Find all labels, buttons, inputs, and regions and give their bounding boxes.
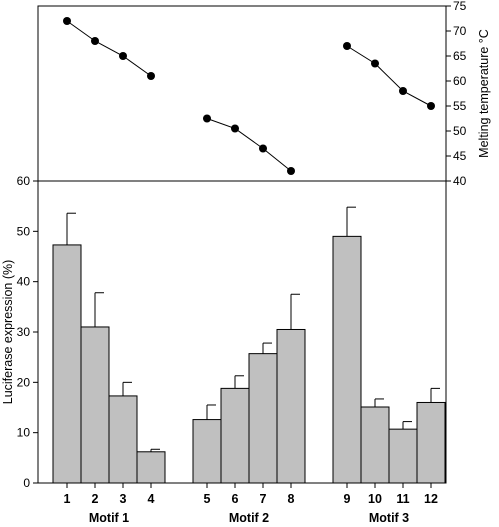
left-y-tick-label: 20 xyxy=(17,375,31,389)
x-category-label: 5 xyxy=(204,492,211,506)
left-y-tick-label: 10 xyxy=(17,426,31,440)
left-y-tick-label: 40 xyxy=(17,275,31,289)
x-category-label: 11 xyxy=(396,492,409,506)
bar-3 xyxy=(108,395,138,484)
x-category-label: 12 xyxy=(424,492,438,506)
right-y-tick-label: 65 xyxy=(453,49,467,63)
left-y-axis-title: Luciferase expression (%) xyxy=(1,260,15,405)
right-y-tick-label: 55 xyxy=(453,99,467,113)
right-y-tick-label: 40 xyxy=(453,174,467,188)
group-label-1: Motif 1 xyxy=(89,511,129,525)
left-y-tick-label: 0 xyxy=(23,476,30,490)
bar-4 xyxy=(136,451,166,484)
group-label-3: Motif 3 xyxy=(369,511,409,525)
x-category-label: 4 xyxy=(148,492,155,506)
x-category-label: 9 xyxy=(344,492,351,506)
x-category-label: 2 xyxy=(92,492,99,506)
melting-point-11 xyxy=(399,87,407,95)
x-category-label: 3 xyxy=(120,492,127,506)
melting-point-9 xyxy=(343,42,351,50)
melting-point-2 xyxy=(91,37,99,45)
melting-point-4 xyxy=(147,72,155,80)
bar-8 xyxy=(276,328,306,484)
melting-point-10 xyxy=(371,59,379,68)
bar-12 xyxy=(416,401,446,484)
x-category-label: 1 xyxy=(64,492,71,506)
x-category-label: 7 xyxy=(260,492,267,506)
left-y-tick-label: 30 xyxy=(17,325,31,339)
right-y-tick-label: 70 xyxy=(453,24,467,38)
bar-1 xyxy=(52,244,82,484)
bar-5 xyxy=(192,419,222,484)
right-y-axis-title: Melting temperature °C xyxy=(477,29,491,158)
melting-point-3 xyxy=(119,52,127,60)
melting-point-6 xyxy=(231,124,239,133)
left-y-tick-label: 60 xyxy=(17,174,31,188)
right-y-tick-label: 50 xyxy=(453,124,467,138)
left-y-tick-label: 50 xyxy=(17,224,31,238)
melting-series-line-3 xyxy=(346,45,432,107)
right-y-tick-label: 60 xyxy=(453,74,467,88)
right-y-tick-label: 45 xyxy=(453,149,467,163)
melting-point-12 xyxy=(427,102,435,110)
bar-10 xyxy=(360,406,390,484)
melting-series-line-2 xyxy=(206,118,292,172)
bar-11 xyxy=(388,428,418,484)
melting-point-5 xyxy=(203,114,211,123)
bar-9 xyxy=(332,235,362,484)
x-category-label: 6 xyxy=(232,492,239,506)
bar-2 xyxy=(80,326,110,484)
melting-point-1 xyxy=(63,17,71,25)
melting-point-7 xyxy=(259,144,267,153)
group-label-2: Motif 2 xyxy=(229,511,269,525)
x-category-label: 10 xyxy=(368,492,382,506)
x-category-label: 8 xyxy=(288,492,295,506)
melting-temperature-panel: 40 45 50 55 60 65 70 75 xyxy=(63,0,467,188)
bar-6 xyxy=(220,387,250,484)
melting-series-line-1 xyxy=(66,20,152,77)
right-y-tick-label: 75 xyxy=(453,0,467,13)
bar-7 xyxy=(248,353,278,484)
melting-point-8 xyxy=(287,167,295,175)
